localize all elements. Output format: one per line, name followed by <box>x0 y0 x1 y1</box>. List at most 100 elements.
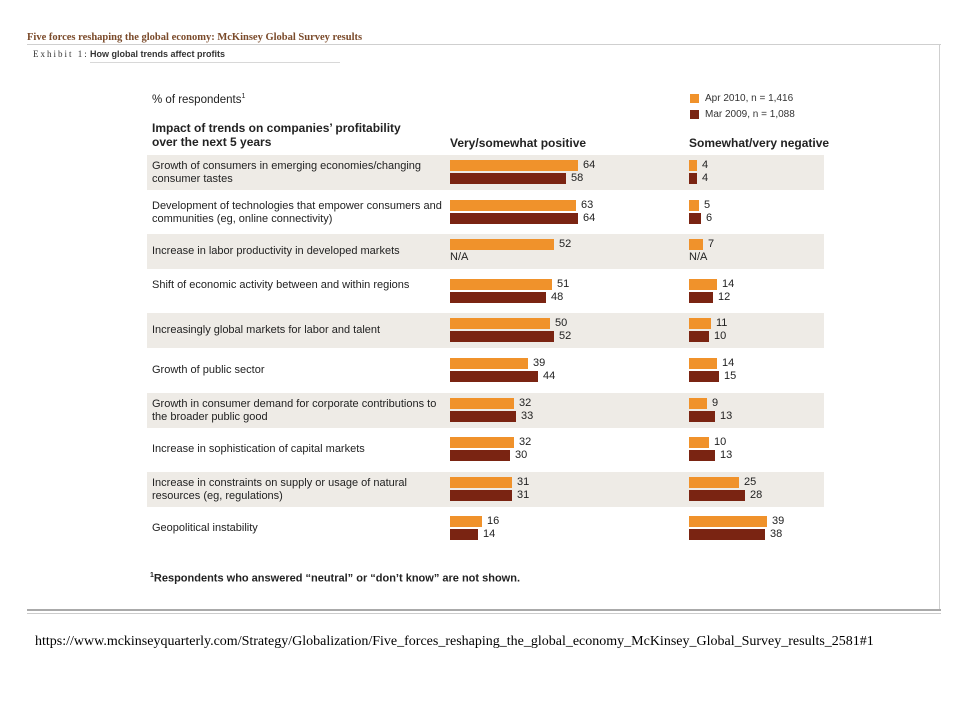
footnote-text: Respondents who answered “neutral” or “d… <box>153 572 520 585</box>
negative-bar-apr2010 <box>689 437 709 449</box>
positive-bar-apr2010 <box>450 199 576 211</box>
negative-value-label: 13 <box>720 409 733 422</box>
negative-bar-apr2010 <box>689 397 707 409</box>
chart-footnote: 1Respondents who answered “neutral” or “… <box>150 572 520 585</box>
negative-bar-mar2009 <box>689 212 701 224</box>
negative-value-label: 39 <box>772 515 785 528</box>
positive-column-header: Very/somewhat positive <box>450 136 587 150</box>
positive-value-label: 64 <box>583 211 596 224</box>
positive-value-label: 33 <box>521 409 534 422</box>
negative-value-label: 25 <box>744 475 757 488</box>
positive-value-label: 16 <box>487 515 500 528</box>
chart-subtitle-footnote-marker: 1 <box>241 93 246 100</box>
negative-value-label: 14 <box>722 357 735 369</box>
positive-bar-mar2009 <box>450 331 554 343</box>
exhibit-title-underline <box>90 62 340 63</box>
negative-bar-mar2009 <box>689 331 709 343</box>
negative-bar-apr2010 <box>689 199 699 211</box>
bottom-divider <box>27 609 941 611</box>
positive-value-label: 52 <box>559 238 572 251</box>
category-label: Increase in labor productivity in develo… <box>152 245 400 258</box>
positive-value-label: 63 <box>581 198 594 211</box>
negative-value-label: 4 <box>702 159 709 171</box>
negative-bar-apr2010 <box>689 516 767 528</box>
positive-value-label: 39 <box>533 357 546 369</box>
chart-subtitle: % of respondents1 <box>152 93 245 106</box>
positive-bar-apr2010 <box>450 397 514 409</box>
positive-value-label: 31 <box>517 475 530 488</box>
positive-value-label: 58 <box>571 172 584 184</box>
category-label: Development of technologies that empower… <box>152 199 442 225</box>
negative-bar-apr2010 <box>689 318 711 330</box>
exhibit-label: Exhibit 1: <box>33 49 89 59</box>
category-label: Geopolitical instability <box>152 522 258 535</box>
negative-column-header: Somewhat/very negative <box>689 136 830 150</box>
negative-bar-mar2009 <box>689 291 713 303</box>
negative-bar-apr2010 <box>689 358 717 369</box>
negative-bar-apr2010 <box>689 278 717 290</box>
negative-value-label: 10 <box>714 330 727 343</box>
negative-value-label: 12 <box>718 290 731 303</box>
negative-value-label: 28 <box>750 488 763 501</box>
positive-bar-apr2010 <box>450 437 514 449</box>
positive-bar-apr2010 <box>450 239 554 251</box>
negative-bar-mar2009 <box>689 173 697 184</box>
negative-bar-mar2009 <box>689 450 715 462</box>
positive-value-label: 44 <box>543 370 556 382</box>
positive-bar-mar2009 <box>450 212 578 224</box>
title-divider <box>27 44 941 45</box>
positive-value-label: 52 <box>559 330 572 343</box>
negative-bar-mar2009 <box>689 489 745 501</box>
negative-bar-mar2009 <box>689 529 765 541</box>
legend-label-apr2010: Apr 2010, n = 1,416 <box>705 93 794 104</box>
positive-bar-mar2009 <box>450 489 512 501</box>
source-url: https://www.mckinseyquarterly.com/Strate… <box>35 634 874 649</box>
positive-bar-apr2010 <box>450 358 528 369</box>
positive-value-label: 32 <box>519 436 532 449</box>
positive-bar-apr2010 <box>450 516 482 528</box>
footnote-marker: 1 <box>150 572 154 579</box>
positive-value-label: 31 <box>517 488 530 501</box>
positive-value-label: 64 <box>583 159 596 171</box>
positive-bar-apr2010 <box>450 318 550 330</box>
negative-value-label: 7 <box>708 238 715 251</box>
positive-bar-apr2010 <box>450 476 512 488</box>
negative-bar-apr2010 <box>689 239 703 251</box>
category-header: Impact of trends on companies’ profitabi… <box>152 121 401 149</box>
positive-bar-mar2009 <box>450 450 510 462</box>
negative-bar-mar2009 <box>689 371 719 382</box>
positive-value-label: 32 <box>519 396 532 409</box>
page-title: Five forces reshaping the global economy… <box>27 32 363 43</box>
negative-value-label: 15 <box>724 370 737 382</box>
positive-bar-apr2010 <box>450 160 578 171</box>
negative-value-label: 10 <box>714 436 727 449</box>
negative-value-label: 4 <box>702 172 709 184</box>
positive-value-label: 30 <box>515 449 528 462</box>
category-label: Growth in consumer demand for corporate … <box>152 397 437 423</box>
positive-bar-mar2009 <box>450 371 538 382</box>
chart-subtitle-text: % of respondents <box>152 93 242 106</box>
negative-value-label: 11 <box>716 317 728 330</box>
positive-bar-mar2009 <box>450 291 546 303</box>
positive-bar-apr2010 <box>450 278 552 290</box>
category-label: Increasingly global markets for labor an… <box>152 324 381 337</box>
negative-na-label: N/A <box>689 251 708 264</box>
negative-value-label: 38 <box>770 528 783 541</box>
negative-bar-mar2009 <box>689 410 715 422</box>
category-label: Increase in sophistication of capital ma… <box>152 443 365 456</box>
exhibit-panel <box>27 44 940 609</box>
legend-swatch-apr2010 <box>690 94 699 103</box>
negative-value-label: 14 <box>722 277 735 290</box>
exhibit-title: How global trends affect profits <box>90 49 226 59</box>
category-label: Growth of public sector <box>152 364 265 376</box>
positive-value-label: 50 <box>555 317 568 330</box>
positive-value-label: 14 <box>483 528 496 541</box>
positive-value-label: 48 <box>551 290 564 303</box>
legend-swatch-mar2009 <box>690 110 699 119</box>
negative-value-label: 5 <box>704 198 711 211</box>
positive-na-label: N/A <box>450 251 469 264</box>
category-label: Growth of consumers in emerging economie… <box>152 160 422 185</box>
negative-value-label: 13 <box>720 449 733 462</box>
category-label: Shift of economic activity between and w… <box>152 278 410 291</box>
negative-bar-apr2010 <box>689 160 697 171</box>
